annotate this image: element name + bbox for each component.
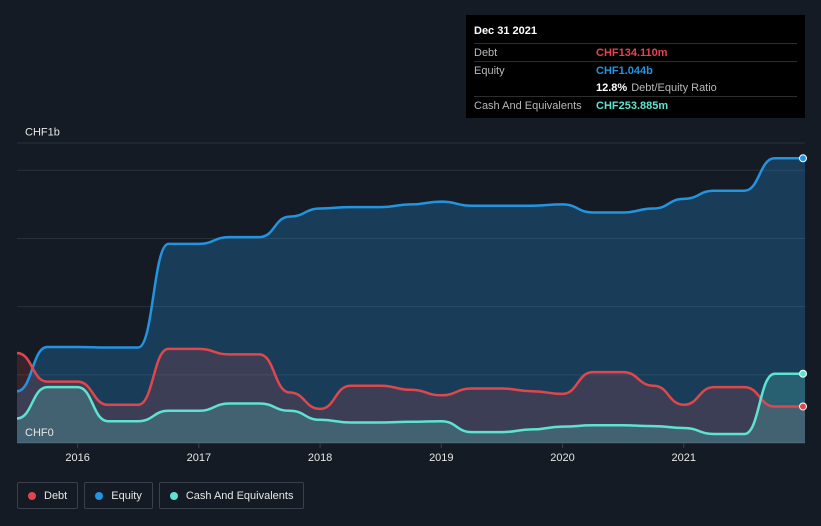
end-marker-equity bbox=[799, 154, 807, 163]
tooltip-ratio-label: Debt/Equity Ratio bbox=[631, 81, 717, 94]
x-tick-label-2021: 2021 bbox=[672, 452, 696, 464]
line-debt bbox=[16, 347, 805, 411]
legend-dot-equity bbox=[95, 491, 104, 500]
tooltip-equity-label: Equity bbox=[474, 64, 505, 77]
end-marker-debt bbox=[799, 402, 807, 411]
tooltip-row-cash: Cash And Equivalents CHF253.885m bbox=[474, 96, 797, 114]
series-end-markers bbox=[799, 154, 807, 411]
legend-label-equity: Equity bbox=[111, 489, 142, 502]
y-axis-ticks: CHF1b CHF0 bbox=[25, 126, 60, 439]
tooltip-row-ratio: 12.8% Debt/Equity Ratio bbox=[474, 79, 797, 96]
tooltip-equity-value: CHF1.044b bbox=[596, 64, 653, 77]
y-tick-label-0: CHF1b bbox=[25, 126, 60, 138]
x-tick-label-2017: 2017 bbox=[187, 452, 211, 464]
legend-dot-cash bbox=[169, 491, 178, 500]
x-tick-label-2020: 2020 bbox=[550, 452, 574, 464]
x-tick-label-2019: 2019 bbox=[429, 452, 453, 464]
y-tick-label-1: CHF0 bbox=[25, 427, 54, 439]
line-equity bbox=[16, 157, 805, 393]
legend-label-debt: Debt bbox=[44, 489, 68, 502]
tooltip-date: Dec 31 2021 bbox=[474, 25, 537, 37]
tooltip-row-debt: Debt CHF134.110m bbox=[474, 43, 797, 61]
tooltip-cash-label: Cash And Equivalents bbox=[474, 99, 582, 112]
end-marker-cash-and-equivalents bbox=[799, 369, 807, 378]
x-tick-label-2016: 2016 bbox=[65, 452, 89, 464]
tooltip-ratio-value: 12.8% bbox=[596, 81, 628, 94]
legend-item-cash[interactable]: Cash And Equivalents bbox=[158, 482, 305, 509]
series-areas bbox=[17, 158, 805, 444]
legend-dot-debt bbox=[28, 491, 36, 500]
tooltip-debt-value: CHF134.110m bbox=[596, 46, 668, 59]
tooltip-debt-label: Debt bbox=[474, 46, 498, 59]
chart-legend: Debt Equity Cash And Equivalents bbox=[17, 482, 305, 509]
tooltip-row-equity: Equity CHF1.044b bbox=[474, 61, 797, 79]
series-lines bbox=[16, 157, 805, 436]
x-tick-label-2018: 2018 bbox=[308, 452, 332, 464]
grid-lines bbox=[17, 142, 805, 444]
x-axis-ticks: 2016 2017 2018 2019 2020 2021 bbox=[65, 443, 696, 464]
legend-item-equity[interactable]: Equity bbox=[84, 482, 153, 509]
legend-item-debt[interactable]: Debt bbox=[17, 482, 79, 509]
legend-label-cash: Cash And Equivalents bbox=[185, 489, 294, 502]
tooltip-cash-value: CHF253.885m bbox=[596, 99, 669, 112]
data-tooltip: Dec 31 2021 Debt CHF134.110m Equity CHF1… bbox=[466, 15, 805, 118]
line-cash-and-equivalents bbox=[16, 372, 805, 436]
